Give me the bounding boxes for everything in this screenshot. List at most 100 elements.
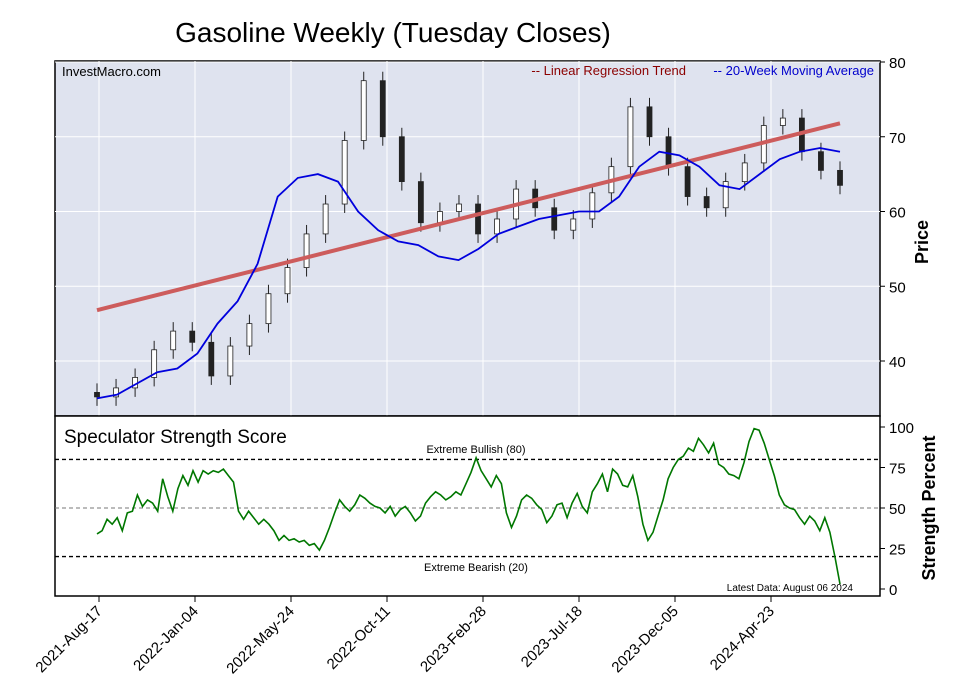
- candle-body: [341, 140, 348, 205]
- price-marks: [94, 71, 843, 406]
- strength-score-line: [96, 427, 841, 585]
- x-tick-label: 2021-Aug-17: [32, 603, 105, 676]
- candle-body: [265, 293, 272, 325]
- extreme-bullish-label: Extreme Bullish (80): [426, 444, 525, 456]
- candle-body: [94, 391, 100, 398]
- strength-axis-label: Strength Percent: [919, 435, 939, 580]
- candlestick: [417, 172, 424, 232]
- candlestick: [722, 172, 729, 217]
- candlestick: [170, 322, 177, 359]
- candlestick: [779, 109, 786, 135]
- x-tick-label: 2023-Jul-18: [518, 603, 586, 671]
- candle-body: [151, 349, 158, 378]
- candle-body: [646, 106, 653, 138]
- price-panel-background: [54, 60, 881, 417]
- strength-panel-background: [54, 415, 881, 597]
- candlestick: [208, 333, 215, 385]
- strength-tick-label: 50: [889, 501, 906, 518]
- candle-body: [113, 387, 119, 398]
- candlestick: [151, 340, 158, 387]
- candlestick: [322, 195, 329, 243]
- candle-body: [170, 330, 177, 351]
- legend-regression-label: -- Linear Regression Trend: [531, 63, 686, 78]
- strength-tick-label: 25: [889, 542, 906, 559]
- strength-tick-label: 0: [889, 582, 897, 599]
- candle-body: [627, 106, 634, 168]
- candle-body: [684, 166, 691, 197]
- extreme-bearish-label: Extreme Bearish (20): [424, 562, 528, 574]
- candlestick: [360, 71, 367, 150]
- x-tick-label: 2022-Oct-11: [324, 603, 394, 673]
- strength-tick-label: 75: [889, 461, 906, 478]
- x-tick-label: 2022-May-24: [223, 603, 298, 678]
- candlestick: [684, 157, 691, 206]
- candlestick: [703, 187, 710, 217]
- candlestick: [227, 337, 234, 385]
- candle-body: [246, 323, 253, 347]
- x-tick-label: 2022-Jan-04: [130, 603, 202, 675]
- candlestick: [246, 314, 253, 356]
- candlestick: [379, 71, 386, 146]
- candle-body: [551, 207, 558, 231]
- candle-body: [494, 218, 500, 235]
- candlestick: [398, 127, 405, 191]
- price-axis-label: Price: [912, 220, 932, 264]
- candle-body: [417, 181, 424, 224]
- candle-body: [398, 136, 405, 182]
- candle-body: [703, 196, 710, 209]
- strength-tick-label: 100: [889, 420, 914, 437]
- chart-title: Gasoline Weekly (Tuesday Closes): [175, 17, 611, 48]
- candle-body: [360, 80, 367, 141]
- candlestick: [589, 183, 596, 228]
- candle-body: [779, 117, 786, 126]
- source-label: InvestMacro.com: [62, 64, 161, 79]
- candlestick: [284, 258, 291, 303]
- candlestick: [265, 284, 272, 333]
- candle-body: [722, 181, 729, 209]
- candle-body: [741, 162, 748, 183]
- candlestick: [627, 97, 634, 176]
- candle-body: [284, 267, 291, 295]
- legend-moving-average-label: -- 20-Week Moving Average: [713, 63, 874, 78]
- candle-body: [456, 203, 462, 212]
- candle-body: [437, 211, 443, 224]
- candle-body: [189, 330, 196, 343]
- candle-body: [570, 218, 577, 231]
- price-tick-label: 50: [889, 279, 906, 296]
- candle-body: [475, 203, 481, 235]
- candle-body: [379, 80, 386, 138]
- candle-body: [837, 169, 843, 186]
- candlestick: [551, 198, 558, 240]
- candle-body: [303, 233, 310, 268]
- strength-axis: 0 25 50 75 100: [880, 420, 914, 599]
- moving-average-line: [96, 147, 841, 400]
- x-axis: 2021-Aug-17 2022-Jan-04 2022-May-24 2022-Oc…: [32, 596, 778, 678]
- x-tick-label: 2023-Feb-28: [417, 603, 490, 676]
- candle-body: [818, 151, 824, 171]
- candlestick: [475, 195, 481, 243]
- price-tick-label: 80: [889, 55, 906, 72]
- candlestick: [646, 97, 653, 146]
- candle-body: [227, 345, 234, 377]
- strength-marks: [55, 427, 880, 585]
- x-tick-label: 2023-Dec-05: [608, 603, 681, 676]
- candle-body: [665, 136, 672, 168]
- regression-trend-line: [96, 121, 841, 313]
- candlestick: [189, 322, 196, 352]
- x-tick-label: 2024-Apr-23: [707, 603, 778, 674]
- strength-panel-title: Speculator Strength Score: [64, 427, 287, 448]
- price-tick-label: 60: [889, 205, 906, 222]
- candlestick: [94, 383, 100, 406]
- price-tick-label: 40: [889, 354, 906, 371]
- latest-data-label: Latest Data: August 06 2024: [727, 583, 854, 594]
- candlestick: [456, 195, 462, 221]
- candle-body: [322, 203, 329, 235]
- price-tick-label: 70: [889, 130, 906, 147]
- candlestick: [341, 131, 348, 213]
- candle-body: [208, 341, 215, 377]
- price-axis: 40 50 60 70 80: [880, 55, 906, 371]
- candlestick: [303, 224, 310, 277]
- candlestick: [570, 210, 577, 240]
